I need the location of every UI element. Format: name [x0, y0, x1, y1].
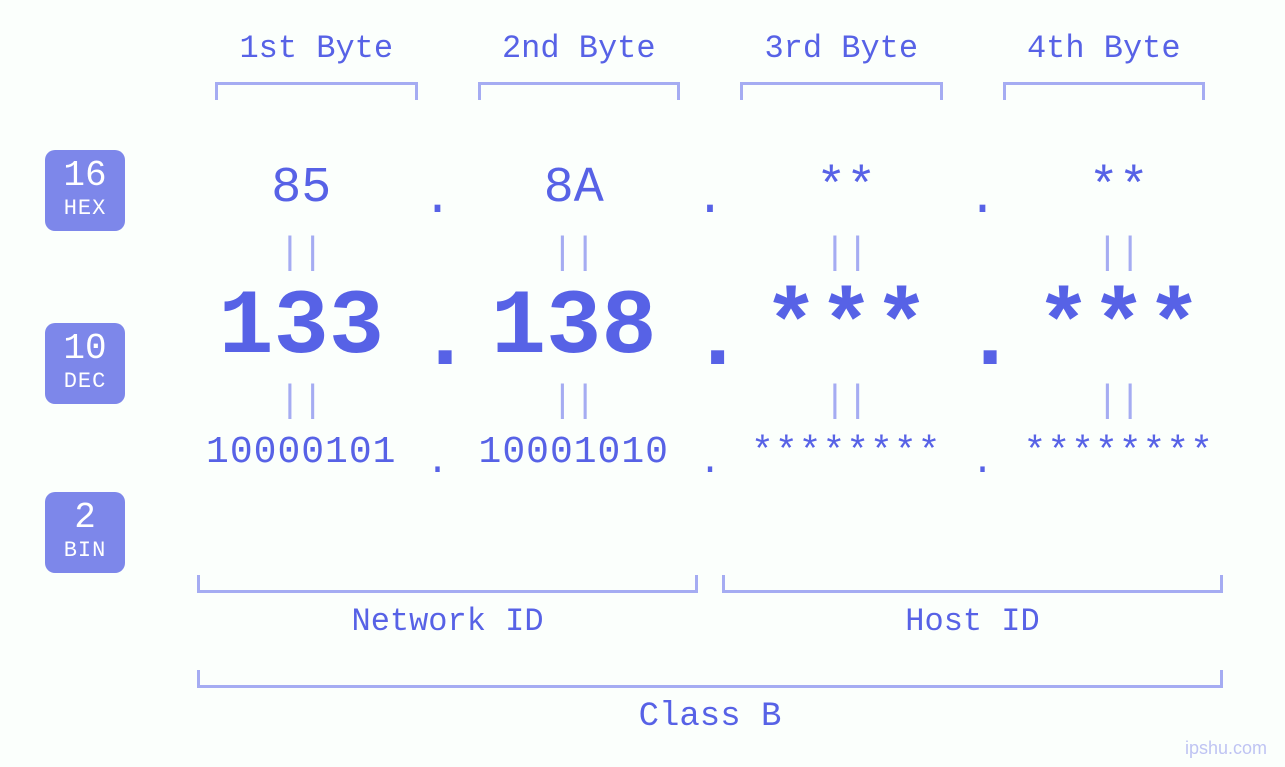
host-id-label: Host ID	[722, 603, 1223, 640]
equals-icon: ||	[185, 382, 418, 422]
hex-row: 85 . 8A . ** . **	[185, 150, 1235, 228]
badge-hex-base: 16	[45, 158, 125, 194]
separator-blank	[418, 234, 458, 274]
bin-byte-3: ********	[730, 428, 963, 478]
dec-byte-3: ***	[730, 280, 963, 376]
dec-byte-4: ***	[1003, 280, 1236, 376]
byte-label-2: 2nd Byte	[448, 30, 711, 67]
equals-row: || || || ||	[185, 234, 1235, 274]
hex-byte-3: **	[730, 150, 963, 228]
host-id-group: Host ID	[722, 575, 1223, 640]
bin-row: 10000101 . 10001010 . ******** . *******…	[185, 428, 1235, 478]
separator-blank	[418, 382, 458, 422]
badge-dec-name: DEC	[45, 369, 125, 394]
byte-label-1: 1st Byte	[185, 30, 448, 67]
byte-label-4: 4th Byte	[973, 30, 1236, 67]
byte-label-3: 3rd Byte	[710, 30, 973, 67]
class-bracket-icon	[197, 670, 1223, 688]
bottom-bracket-icon	[722, 575, 1223, 593]
ip-grid: 85 . 8A . ** . ** || || || || 133 . 138 …	[185, 150, 1235, 478]
top-bracket-icon	[740, 82, 943, 100]
top-bracket-icon	[478, 82, 681, 100]
dec-byte-2: 138	[458, 280, 691, 376]
badge-bin-name: BIN	[45, 538, 125, 563]
separator-dot: .	[418, 150, 458, 228]
top-bracket-icon	[1003, 82, 1206, 100]
equals-icon: ||	[730, 234, 963, 274]
hex-byte-2: 8A	[458, 150, 691, 228]
separator-dot: .	[963, 150, 1003, 228]
separator-dot: .	[418, 280, 458, 376]
equals-icon: ||	[458, 234, 691, 274]
class-label: Class B	[185, 698, 1235, 736]
badge-hex: 16 HEX	[45, 150, 125, 231]
class-bracket: Class B	[185, 670, 1235, 736]
equals-icon: ||	[730, 382, 963, 422]
separator-blank	[690, 234, 730, 274]
badge-dec-base: 10	[45, 331, 125, 367]
separator-dot: .	[690, 150, 730, 228]
badge-dec: 10 DEC	[45, 323, 125, 404]
top-brackets	[185, 82, 1235, 100]
separator-blank	[963, 382, 1003, 422]
equals-icon: ||	[1003, 234, 1236, 274]
separator-dot: .	[963, 280, 1003, 376]
hex-byte-1: 85	[185, 150, 418, 228]
dec-byte-1: 133	[185, 280, 418, 376]
top-bracket-icon	[215, 82, 418, 100]
bin-byte-4: ********	[1003, 428, 1236, 478]
bottom-bracket-icon	[197, 575, 698, 593]
separator-dot: .	[690, 428, 730, 478]
network-host-brackets: Network ID Host ID	[185, 575, 1235, 640]
byte-labels-row: 1st Byte 2nd Byte 3rd Byte 4th Byte	[185, 30, 1235, 67]
equals-icon: ||	[185, 234, 418, 274]
separator-blank	[690, 382, 730, 422]
separator-blank	[963, 234, 1003, 274]
equals-icon: ||	[458, 382, 691, 422]
bin-byte-1: 10000101	[185, 428, 418, 478]
badge-bin: 2 BIN	[45, 492, 125, 573]
network-id-label: Network ID	[197, 603, 698, 640]
equals-row: || || || ||	[185, 382, 1235, 422]
separator-dot: .	[963, 428, 1003, 478]
network-id-group: Network ID	[197, 575, 698, 640]
separator-dot: .	[418, 428, 458, 478]
equals-icon: ||	[1003, 382, 1236, 422]
watermark: ipshu.com	[1185, 738, 1267, 759]
dec-row: 133 . 138 . *** . ***	[185, 280, 1235, 376]
base-badges: 16 HEX 10 DEC 2 BIN	[45, 150, 125, 573]
badge-hex-name: HEX	[45, 196, 125, 221]
bin-byte-2: 10001010	[458, 428, 691, 478]
separator-dot: .	[690, 280, 730, 376]
badge-bin-base: 2	[45, 500, 125, 536]
hex-byte-4: **	[1003, 150, 1236, 228]
